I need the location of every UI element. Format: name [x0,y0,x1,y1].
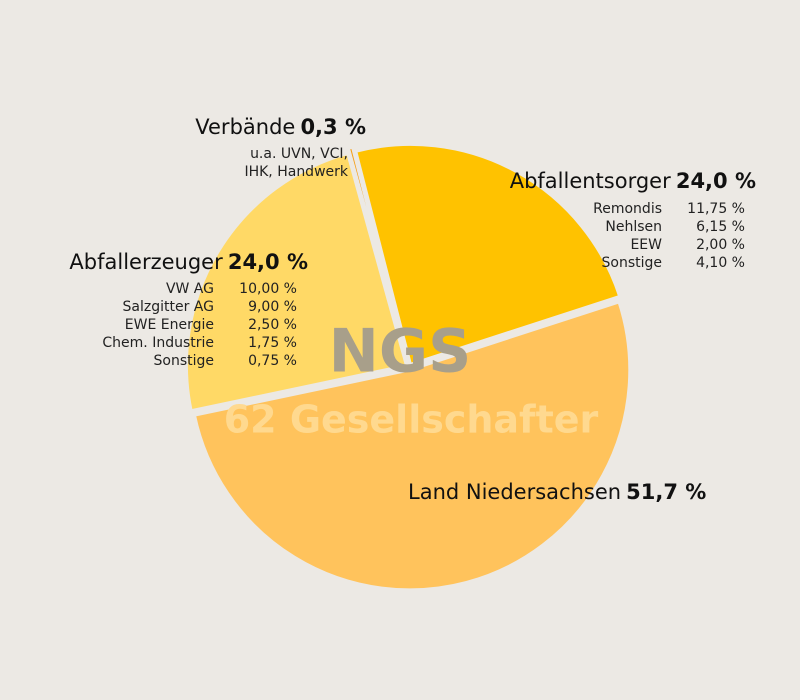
pie-slice [192,300,632,592]
breakdown-value: 6,15 % [696,219,745,235]
breakdown-value: 4,10 % [696,255,745,271]
slice-name: Abfallentsorger [510,169,671,193]
breakdown-value: 2,50 % [248,317,297,333]
slice-name: Verbände [195,115,295,139]
breakdown-name: Remondis [593,201,662,217]
breakdown-value: 1,75 % [248,335,297,351]
breakdown-value: 0,75 % [248,353,297,369]
slice-value-label: 24,0 % [676,169,756,193]
slice-note: u.a. UVN, VCI, [250,146,348,162]
slice-name: Land Niedersachsen [408,480,621,504]
breakdown-name: Sonstige [602,255,663,271]
breakdown-name: EWE Energie [125,317,214,333]
slice-value-label: 0,3 % [300,115,366,139]
slice-label: Abfallentsorger 24,0 % [510,169,756,193]
breakdown-value: 9,00 % [248,299,297,315]
breakdown-value: 11,75 % [687,201,745,217]
breakdown-value: 10,00 % [239,281,297,297]
slice-value-label: 24,0 % [228,250,308,274]
center-subtitle: 62 Gesellschafter [224,398,599,442]
breakdown-value: 2,00 % [696,237,745,253]
slice-name: Abfallerzeuger [69,250,223,274]
slice-label: Abfallerzeuger 24,0 % [69,250,308,274]
slice-label: Land Niedersachsen 51,7 % [408,480,706,504]
breakdown-name: Nehlsen [605,219,662,235]
slice-note: IHK, Handwerk [244,164,348,180]
breakdown-name: Chem. Industrie [102,335,214,351]
slice-label: Verbände 0,3 % [195,115,366,139]
breakdown-name: Salzgitter AG [123,299,214,315]
center-title: NGS [329,317,472,387]
pie-slice [346,145,409,362]
breakdown-name: EEW [630,237,662,253]
breakdown-name: Sonstige [154,353,215,369]
pie-slice [354,142,622,366]
breakdown-name: VW AG [166,281,214,297]
slice-value-label: 51,7 % [626,480,706,504]
pie-slice [184,151,408,413]
